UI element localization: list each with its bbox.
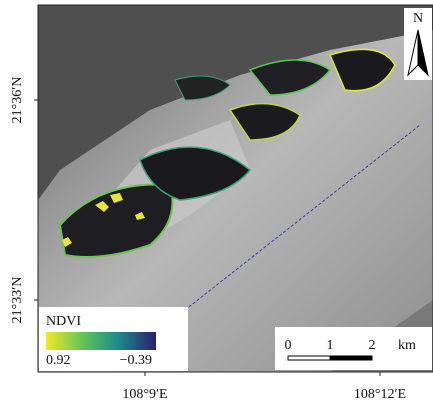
north-label: N — [413, 11, 423, 26]
legend: NDVI 0.92 −0.39 — [39, 307, 188, 371]
scale-label: 1 — [327, 338, 334, 353]
scale-segment — [330, 356, 372, 360]
legend-min: −0.39 — [120, 353, 152, 368]
scale-unit: km — [398, 338, 416, 353]
map-figure: 21°36′N 21°33′N 108°9′E 108°12′E N NDVI … — [0, 0, 433, 415]
scale-label: 2 — [369, 338, 376, 353]
scale-label: 0 — [285, 338, 292, 353]
north-arrow: N — [404, 8, 432, 80]
lat-label: 21°33′N — [10, 277, 25, 324]
legend-max: 0.92 — [46, 353, 71, 368]
legend-title: NDVI — [46, 314, 81, 329]
lon-label: 108°9′E — [122, 387, 167, 402]
color-ramp — [46, 332, 156, 350]
lon-label: 108°12′E — [354, 387, 406, 402]
lat-label: 21°36′N — [10, 77, 25, 124]
scale-segment — [288, 356, 330, 360]
scale-bar: 0 1 2 km — [275, 327, 432, 370]
